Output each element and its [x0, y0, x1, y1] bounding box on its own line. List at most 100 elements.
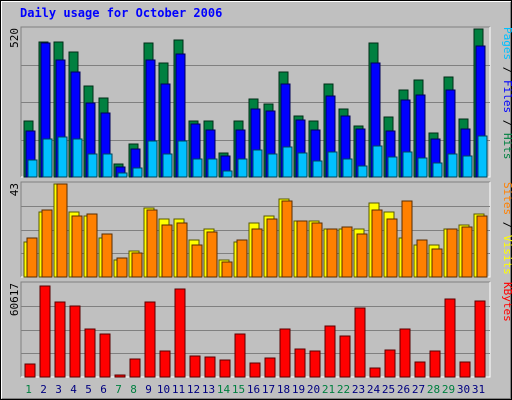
bar-pages-day-12	[192, 158, 203, 178]
bar-kbytes-day-17	[264, 357, 276, 378]
bar-kbytes-day-16	[249, 362, 261, 378]
series-sites	[26, 183, 488, 278]
bar-sites-day-11	[176, 222, 188, 278]
bar-kbytes-day-11	[174, 288, 186, 378]
bar-pages-day-27	[417, 157, 428, 178]
day-label-6: 6	[100, 383, 107, 396]
series-label-top: Pages / Files / Hits	[501, 27, 512, 160]
bar-pages-day-31	[477, 135, 488, 178]
ymax-label-top: 520	[8, 28, 21, 48]
bar-pages-day-2	[42, 138, 53, 178]
bar-kbytes-day-1	[24, 363, 36, 378]
day-label-3: 3	[55, 383, 62, 396]
chart-title: Daily usage for October 2006	[20, 6, 222, 20]
day-label-14: 14	[217, 383, 231, 396]
day-label-18: 18	[277, 383, 290, 396]
bar-kbytes-day-30	[459, 361, 471, 378]
series-label-text-bottom: KBytes	[501, 282, 512, 322]
bar-sites-day-1	[26, 237, 38, 278]
bar-sites-day-22	[341, 226, 353, 278]
bar-kbytes-day-8	[129, 358, 141, 378]
day-label-24: 24	[367, 383, 381, 396]
day-label-2: 2	[40, 383, 47, 396]
bar-pages-day-1	[27, 159, 38, 178]
bar-kbytes-day-19	[294, 348, 306, 378]
bar-pages-day-11	[177, 140, 188, 178]
bar-kbytes-day-27	[414, 361, 426, 378]
bar-pages-day-9	[147, 140, 158, 178]
series-label-visits: Visits	[501, 235, 512, 275]
bar-pages-day-13	[207, 158, 218, 178]
bar-kbytes-day-12	[189, 355, 201, 378]
bar-sites-day-9	[146, 209, 158, 278]
bar-pages-day-26	[402, 151, 413, 178]
panel-middle: 43 Sites / Visits	[8, 181, 512, 278]
series-kbytes	[24, 285, 486, 378]
bar-kbytes-day-3	[54, 301, 66, 378]
bar-sites-day-14	[221, 261, 233, 278]
series-label-separator: /	[501, 60, 512, 80]
bar-sites-day-20	[311, 222, 323, 278]
bar-kbytes-day-7	[114, 374, 126, 378]
bar-pages-day-24	[372, 145, 383, 178]
day-label-1: 1	[25, 383, 32, 396]
bar-pages-day-30	[462, 155, 473, 178]
day-label-20: 20	[307, 383, 320, 396]
bar-kbytes-day-24	[369, 367, 381, 378]
bar-pages-day-3	[57, 136, 68, 178]
bar-pages-day-4	[72, 138, 83, 178]
bar-sites-day-10	[161, 224, 173, 278]
bar-kbytes-day-29	[444, 298, 456, 378]
bar-sites-day-18	[281, 200, 293, 278]
bar-sites-day-31	[476, 215, 488, 278]
plot-area-bottom	[21, 282, 490, 377]
bar-sites-day-16	[251, 228, 263, 278]
bar-kbytes-day-31	[474, 300, 486, 378]
bar-sites-day-25	[386, 218, 398, 278]
bar-pages-day-17	[267, 153, 278, 178]
bar-kbytes-day-4	[69, 305, 81, 378]
bar-kbytes-day-21	[324, 325, 336, 378]
bar-pages-day-5	[87, 153, 98, 178]
day-label-25: 25	[382, 383, 395, 396]
series-label-text-top: Pages / Files / Hits	[501, 27, 512, 160]
bar-pages-day-15	[237, 158, 248, 178]
bar-sites-day-28	[431, 248, 443, 278]
day-label-12: 12	[187, 383, 200, 396]
bar-kbytes-day-10	[159, 350, 171, 378]
bar-sites-day-21	[326, 228, 338, 278]
bar-pages-day-10	[162, 153, 173, 178]
day-label-5: 5	[85, 383, 92, 396]
day-label-8: 8	[130, 383, 137, 396]
day-label-17: 17	[262, 383, 275, 396]
bar-sites-day-24	[371, 209, 383, 278]
day-labels: 1 2 3 4 5 6 7 8 9 10 11 12 13 14 15 16 17 18 19 20 21 22 23 24 2…	[25, 383, 485, 396]
bar-pages-day-8	[132, 167, 143, 178]
series-label-pages: Pages	[501, 27, 512, 60]
series-label-separator: /	[501, 113, 512, 133]
day-label-19: 19	[292, 383, 305, 396]
series-label-files: Files	[501, 80, 512, 113]
bar-sites-day-5	[86, 213, 98, 278]
bar-sites-day-27	[416, 239, 428, 278]
day-label-7: 7	[115, 383, 122, 396]
bar-kbytes-day-6	[99, 333, 111, 378]
series-files	[25, 42, 486, 178]
bar-kbytes-day-20	[309, 350, 321, 378]
bar-kbytes-day-9	[144, 301, 156, 378]
bar-sites-day-2	[41, 209, 53, 278]
bar-sites-day-12	[191, 244, 203, 278]
day-label-31: 31	[472, 383, 485, 396]
bar-pages-day-6	[102, 153, 113, 178]
day-label-16: 16	[247, 383, 260, 396]
day-label-27: 27	[412, 383, 425, 396]
bar-pages-day-19	[297, 152, 308, 178]
bar-pages-day-25	[387, 156, 398, 178]
bar-kbytes-day-23	[354, 307, 366, 378]
bar-sites-day-17	[266, 218, 278, 278]
panel-bottom: 60617 KBytes	[8, 281, 512, 378]
chart-panels: 520 Pages / Files / Hits 43 Sites / Visits 6…	[8, 26, 512, 378]
bar-pages-day-14	[222, 170, 233, 178]
bar-pages-day-20	[312, 160, 323, 178]
series-label-text-middle: Sites / Visits	[501, 182, 512, 275]
